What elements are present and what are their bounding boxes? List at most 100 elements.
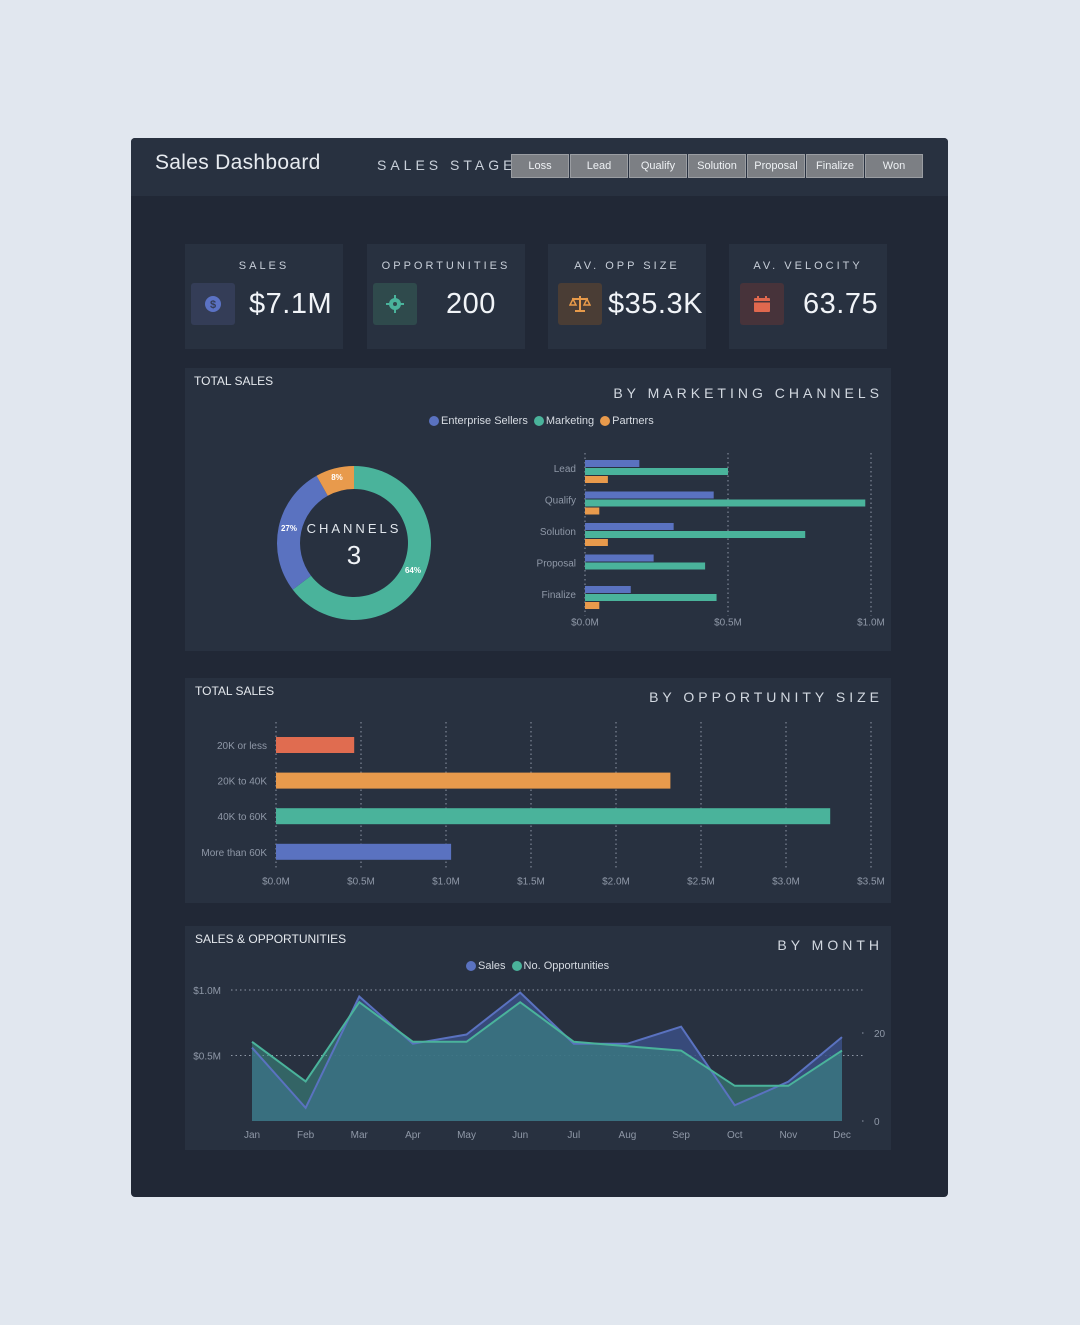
kpi-label: OPPORTUNITIES [381,260,511,272]
donut-center-label: CHANNELS [307,521,402,536]
stage-button-proposal[interactable]: Proposal [747,154,805,178]
stage-button-won[interactable]: Won [865,154,923,178]
bar [585,594,717,601]
bar [585,562,706,570]
bar [276,843,452,860]
legend-label: Marketing [545,415,595,427]
panel-subtitle: BY OPPORTUNITY SIZE [649,689,883,705]
legend-label: Enterprise Sellers [441,415,528,427]
stage-button-finalize[interactable]: Finalize [806,154,864,178]
monthly-legend: Sales No. Opportunities [466,960,609,972]
x-tick-label: Oct [727,1130,743,1141]
legend-swatch [600,416,611,426]
y-right-tick-label: 0 [874,1117,880,1128]
legend-swatch [429,416,439,426]
monthly-panel: SALES & OPPORTUNITIES BY MONTH Sales No.… [185,926,891,1150]
x-tick-label: Jul [567,1130,580,1141]
donut-slice-label: 27% [281,524,297,533]
x-tick-label: Mar [351,1130,369,1141]
channels-donut-chart: 64% 27% 8% CHANNELS 3 [277,466,432,620]
x-tick-label: Jun [512,1130,528,1141]
y-right-tick-label: 20 [874,1029,886,1040]
donut-slice [316,466,354,496]
sales-stage-filter: Loss Lead Qualify Solution Proposal Fina… [511,154,923,178]
dollar-icon: $ [191,283,235,325]
legend-label: Sales [478,960,506,972]
panel-title: SALES & OPPORTUNITIES [195,932,347,946]
target-icon [373,283,417,325]
bar [585,499,866,507]
legend-item: No. Opportunities [511,960,610,972]
stage-button-qualify[interactable]: Qualify [629,154,687,178]
x-tick-label: Sep [672,1130,690,1141]
channels-legend: Enterprise Sellers Marketing Partners [429,415,654,427]
kpi-card-opportunities: OPPORTUNITIES 200 [367,244,525,349]
y-tick-label: Proposal [537,559,576,570]
y-tick-label: Solution [540,527,576,538]
x-tick-label: $2.0M [602,876,630,887]
x-tick-label: Nov [779,1130,797,1141]
x-tick-label: $0.5M [347,876,375,887]
x-tick-label: $1.5M [517,876,545,887]
calendar-icon [740,283,784,325]
sales-stage-label: SALES STAGE [377,157,517,173]
page-title: Sales Dashboard [155,151,321,174]
x-tick-label: Dec [833,1130,851,1141]
channels-bar-chart: $0.0M $0.5M $1.0M Lead Qualify Solution Propos… [537,453,885,629]
legend-swatch [466,961,476,971]
stage-button-lead[interactable]: Lead [570,154,628,178]
dashboard: Sales Dashboard SALES STAGE Loss Lead Qu… [131,138,948,1197]
kpi-value: $7.1M [249,288,333,320]
y-tick-label: Finalize [542,590,577,601]
x-tick-label: $0.5M [714,618,742,629]
legend-item: Marketing [533,415,595,427]
x-tick-label: $2.5M [687,876,715,887]
y-tick-label: 20K to 40K [218,777,268,788]
svg-text:$: $ [210,299,216,311]
opportunity-size-panel: TOTAL SALES BY OPPORTUNITY SIZE $0.0M $0.… [185,678,891,903]
bar [585,554,654,562]
bar [585,491,714,499]
scale-icon [558,283,602,325]
bar [585,468,728,475]
y-tick-label: Lead [554,464,576,475]
bar [585,586,631,593]
stage-button-solution[interactable]: Solution [688,154,746,178]
kpi-card-sales: SALES $ $7.1M [185,244,343,349]
monthly-area-chart: $0.5M $1.0M 0 20 Jan Feb Mar Apr May Jun Jul Aug Sep… [193,986,886,1141]
x-tick-label: $3.0M [772,876,800,887]
panel-subtitle: BY MARKETING CHANNELS [613,385,883,401]
x-tick-label: $1.0M [857,618,885,629]
x-tick-label: $3.5M [857,876,885,887]
kpi-value: 200 [446,288,496,320]
kpi-value: $35.3K [608,288,703,320]
bar [585,539,608,546]
y-tick-label: More than 60K [201,848,267,859]
y-tick-label: 40K to 60K [218,812,268,823]
y-tick-label: 20K or less [217,741,267,752]
x-tick-label: Feb [297,1130,315,1141]
y-left-tick-label: $1.0M [193,986,221,997]
y-left-tick-label: $0.5M [193,1052,221,1063]
kpi-label: AV. VELOCITY [753,260,863,272]
kpi-card-av-velocity: AV. VELOCITY 63.75 [729,244,887,349]
kpi-value: 63.75 [803,288,879,320]
bar [585,460,640,467]
legend-label: No. Opportunities [523,960,610,972]
bar [585,507,600,515]
kpi-label: SALES [238,260,290,272]
x-tick-label: Jan [244,1130,260,1141]
legend-item: Partners [600,415,654,427]
bar [585,523,674,530]
panel-title: TOTAL SALES [194,374,274,388]
kpi-card-av-opp-size: AV. OPP SIZE $35.3K [548,244,706,349]
legend-swatch [511,961,522,971]
stage-button-loss[interactable]: Loss [511,154,569,178]
bar [585,476,608,483]
donut-slice [292,466,432,620]
x-tick-label: $1.0M [432,876,460,887]
x-tick-label: $0.0M [571,618,599,629]
legend-item: Sales [466,960,506,972]
donut-slice [277,475,328,590]
kpi-label: AV. OPP SIZE [574,260,680,272]
